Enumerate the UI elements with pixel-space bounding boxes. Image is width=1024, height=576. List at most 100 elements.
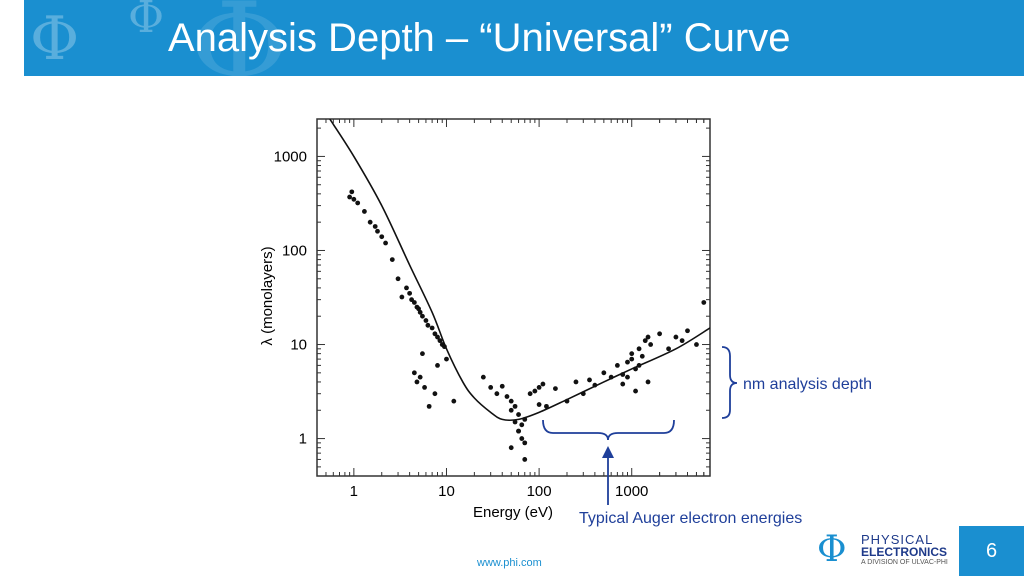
data-point xyxy=(425,322,431,328)
fit-curve xyxy=(329,119,710,422)
data-point xyxy=(553,386,558,391)
data-point xyxy=(636,362,642,368)
x-axis-label: Energy (eV) xyxy=(473,504,553,521)
data-point xyxy=(601,370,607,376)
plot-area: 1 10 100 1000 1 10 100 1000 Energy (eV) λ (monola… xyxy=(259,118,711,521)
depth-annotation: nm analysis depth xyxy=(743,376,872,393)
data-point xyxy=(508,398,514,404)
data-point xyxy=(512,419,518,425)
data-point xyxy=(432,391,438,397)
data-point xyxy=(625,359,630,365)
data-point xyxy=(488,385,494,390)
data-point xyxy=(362,209,367,214)
data-point xyxy=(516,428,521,434)
phi-watermark-icon: Φ xyxy=(190,0,289,76)
data-point xyxy=(437,338,443,344)
data-point xyxy=(636,346,642,352)
data-point xyxy=(451,398,457,404)
data-point xyxy=(645,334,651,340)
data-point xyxy=(519,422,525,428)
data-point xyxy=(685,328,690,334)
company-logo: Φ PHYSICAL ELECTRONICS A DIVISION OF ULV… xyxy=(815,530,950,570)
logo-line-2: ELECTRONICS xyxy=(861,545,948,559)
data-point xyxy=(355,200,361,206)
data-point xyxy=(504,394,510,399)
auger-arrow-head xyxy=(602,446,614,458)
data-point xyxy=(666,346,671,352)
annotations: nm analysis depth Typical Auger electron … xyxy=(542,346,872,527)
data-point xyxy=(608,374,614,380)
data-point xyxy=(536,402,542,407)
data-point xyxy=(347,194,353,200)
data-point xyxy=(527,391,533,397)
title-bar: Φ Φ Φ Analysis Depth – “Universal” Curve xyxy=(24,0,1024,76)
data-point xyxy=(494,391,500,397)
data-point xyxy=(414,379,420,385)
data-point xyxy=(395,276,401,282)
data-point xyxy=(620,372,626,377)
data-point xyxy=(435,362,440,368)
data-point xyxy=(580,391,586,397)
data-point xyxy=(508,445,514,451)
data-point xyxy=(657,331,663,337)
data-point xyxy=(372,224,378,229)
data-point xyxy=(420,351,425,357)
data-point xyxy=(379,234,385,240)
data-point xyxy=(422,385,427,390)
data-point xyxy=(426,403,432,409)
data-point xyxy=(432,331,438,337)
data-point xyxy=(592,382,598,388)
data-point xyxy=(587,377,592,383)
y-axis-label: λ (monolayers) xyxy=(259,246,276,345)
data-point xyxy=(614,362,620,368)
phi-watermark-icon: Φ xyxy=(30,4,80,74)
logo-line-3: A DIVISION OF ULVAC-PHI xyxy=(861,559,948,566)
y-tick-label: 1000 xyxy=(274,148,307,165)
data-point xyxy=(411,300,417,305)
data-point xyxy=(620,381,626,387)
x-tick-label: 10 xyxy=(438,483,455,500)
data-point xyxy=(420,313,425,319)
data-point xyxy=(519,436,525,441)
slide-title: Analysis Depth – “Universal” Curve xyxy=(168,16,791,60)
data-point xyxy=(480,374,486,380)
page-number: 6 xyxy=(959,526,1024,576)
data-point xyxy=(423,318,429,323)
auger-brace xyxy=(542,419,675,441)
data-point xyxy=(444,356,449,362)
data-point xyxy=(351,196,357,202)
y-tick-label: 10 xyxy=(290,337,307,354)
data-point xyxy=(429,325,435,331)
data-point xyxy=(417,309,423,315)
data-point xyxy=(645,379,651,385)
data-point xyxy=(349,189,355,195)
data-point xyxy=(540,381,546,387)
data-point xyxy=(383,240,388,246)
data-point xyxy=(564,398,570,404)
data-point xyxy=(508,407,514,413)
data-point xyxy=(522,416,528,422)
y-tick-label: 1 xyxy=(299,431,307,448)
auger-annotation: Typical Auger electron energies xyxy=(579,510,802,527)
data-point xyxy=(399,294,405,300)
data-point xyxy=(499,383,505,389)
data-point xyxy=(629,351,635,357)
x-tick-label: 1000 xyxy=(615,483,648,500)
plot-frame xyxy=(316,118,711,477)
phi-icon: Φ xyxy=(817,529,847,570)
data-point xyxy=(532,388,538,394)
depth-brace xyxy=(721,346,738,419)
data-point xyxy=(375,228,380,234)
footer-url[interactable]: www.phi.com xyxy=(477,557,542,569)
data-point xyxy=(367,219,373,225)
data-point xyxy=(679,338,685,344)
data-point xyxy=(648,342,654,347)
logo-line-1: PHYSICAL xyxy=(861,532,934,547)
data-point xyxy=(701,300,707,305)
data-point xyxy=(633,388,638,394)
data-point xyxy=(512,403,518,409)
data-point xyxy=(573,379,579,385)
data-point xyxy=(389,257,395,262)
data-point xyxy=(673,334,679,340)
